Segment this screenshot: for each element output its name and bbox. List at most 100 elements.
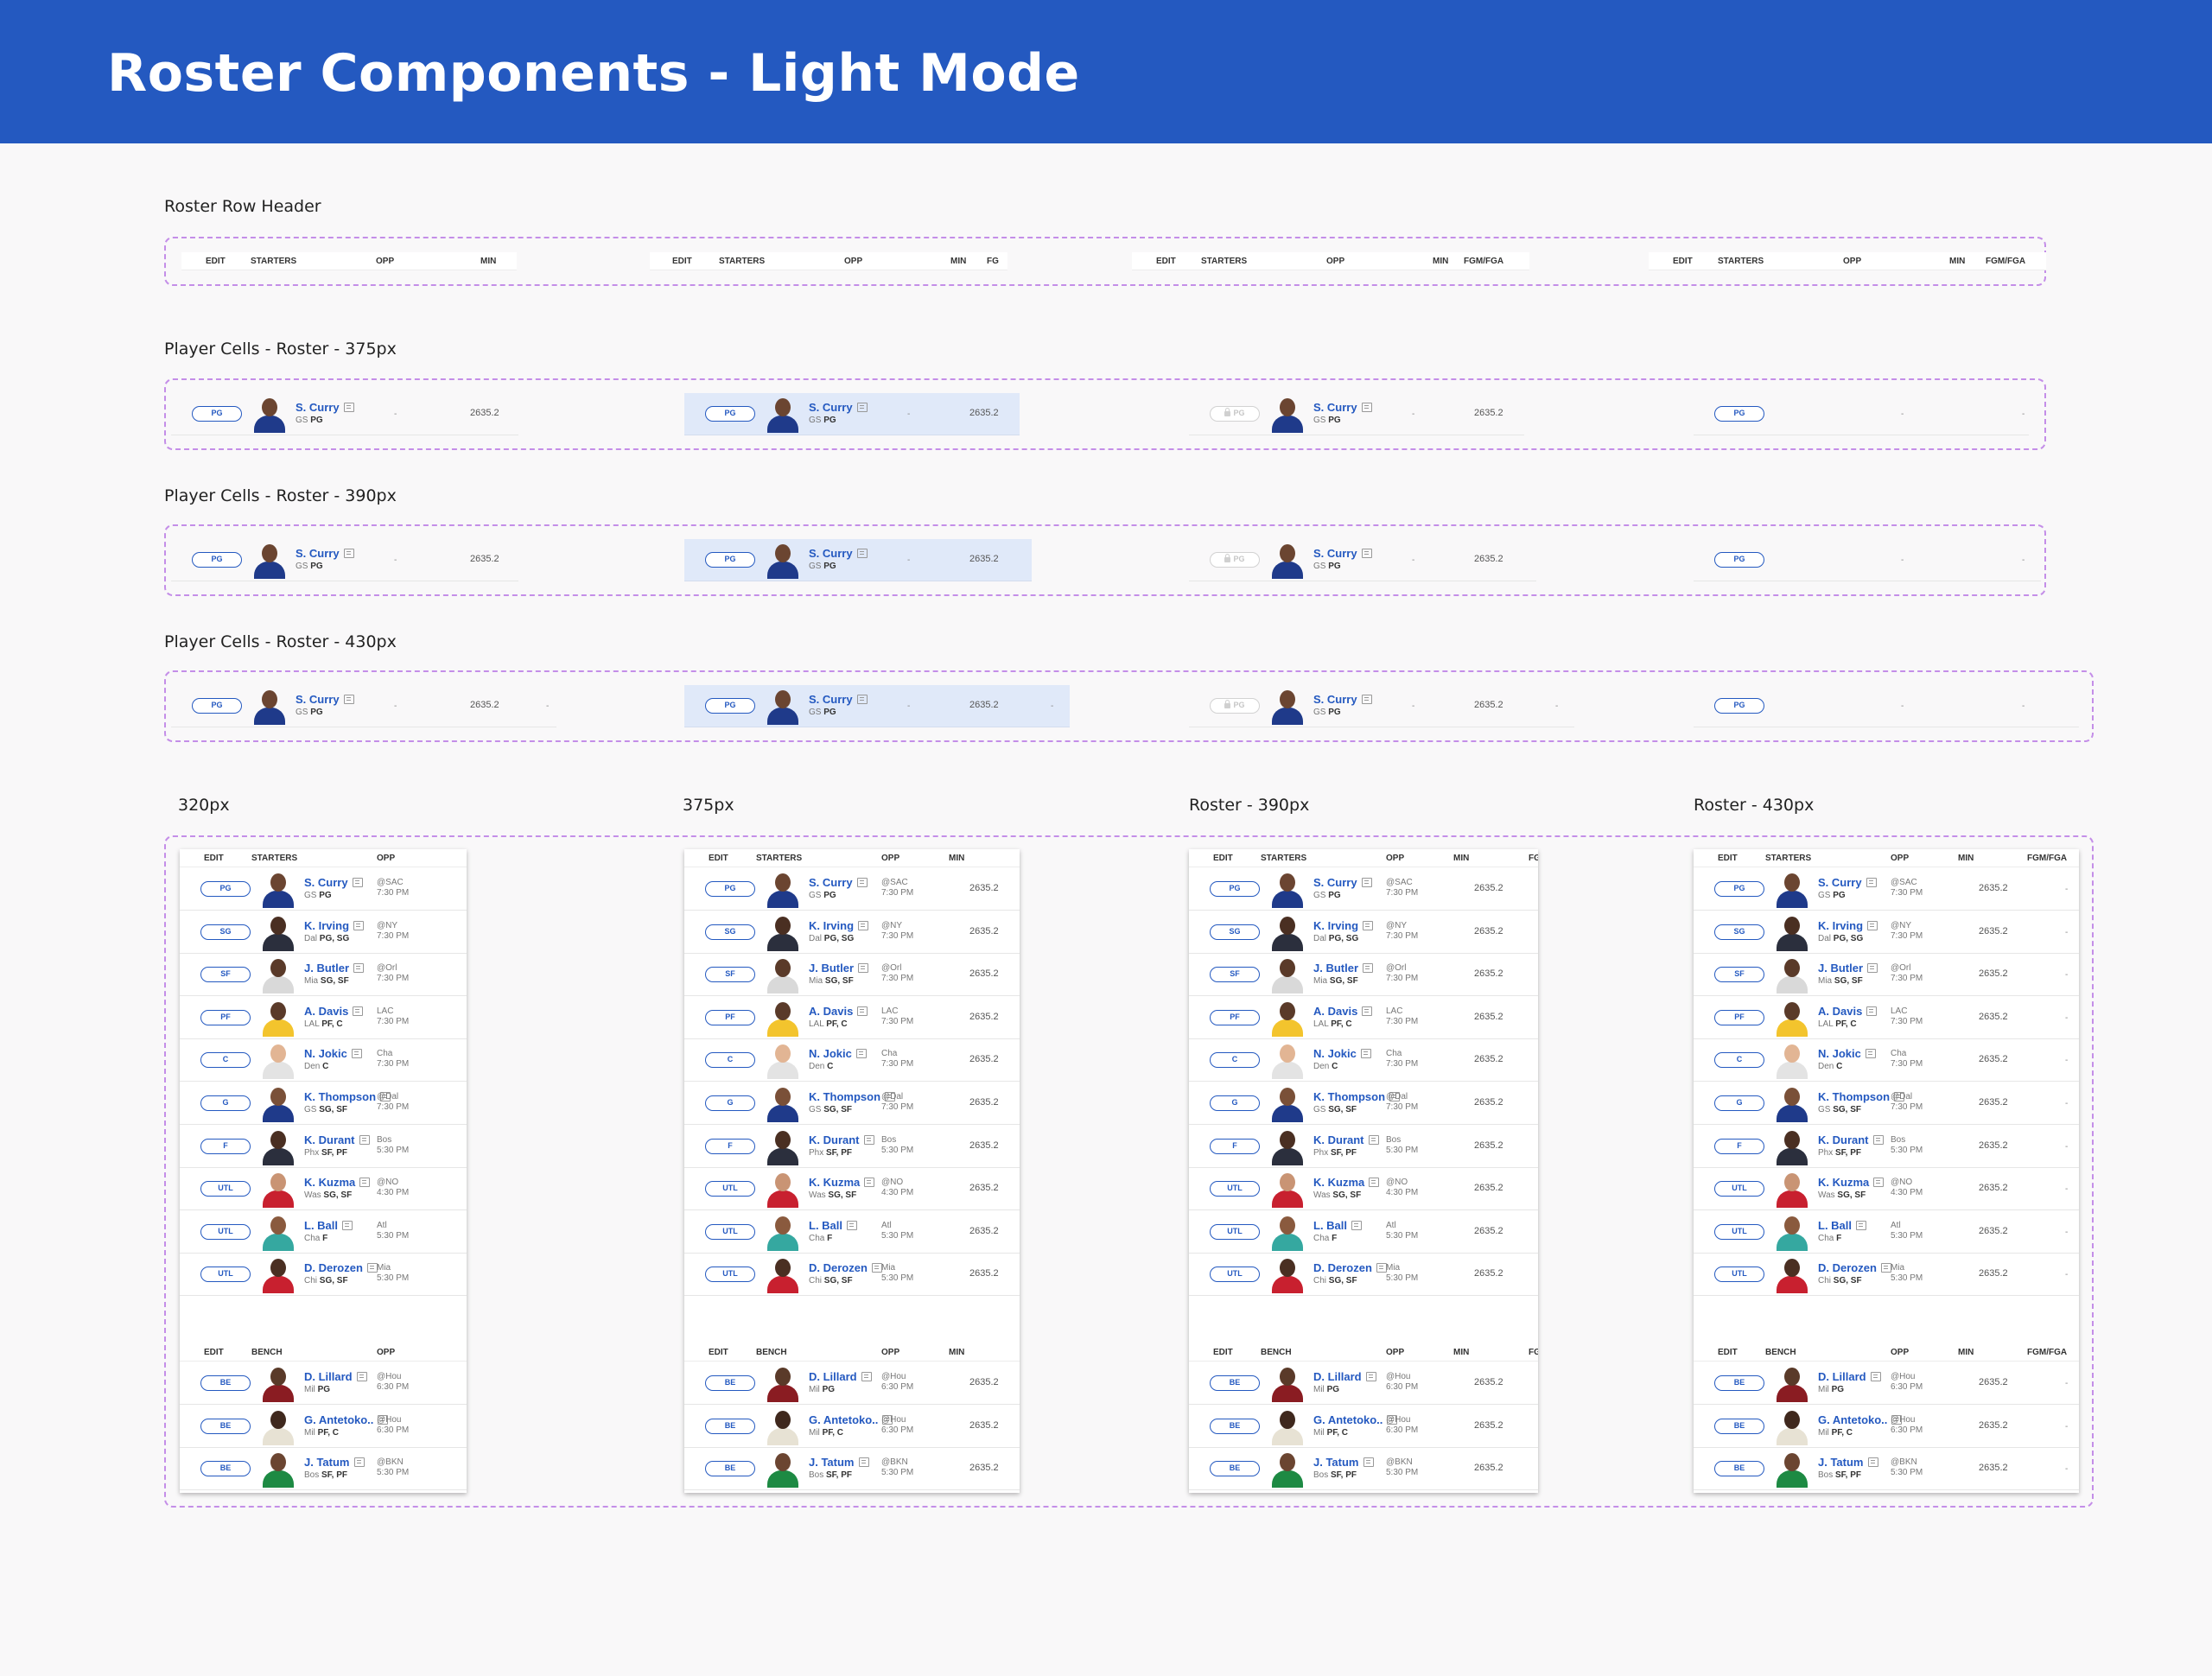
position-pill[interactable]: G — [1714, 1095, 1764, 1111]
player-row[interactable]: PF A. Davis LAL PF, C LAC 7:30 PM 2635.2 — [684, 996, 1020, 1039]
player-name-link[interactable]: L. Ball — [1313, 1219, 1363, 1232]
news-icon[interactable] — [1870, 1372, 1881, 1381]
player-row[interactable]: SF J. Butler Mia SG, SF @Orl 7:30 PM 2635.2 - — [1694, 954, 2079, 997]
player-row[interactable]: BE J. Tatum Bos SF, PF @BKN 5:30 PM 2635.2 — [1189, 1448, 1538, 1491]
news-icon[interactable] — [1376, 1263, 1387, 1273]
position-pill[interactable]: PG — [1210, 881, 1260, 897]
news-icon[interactable] — [351, 1049, 362, 1059]
news-icon[interactable] — [1360, 1049, 1371, 1059]
news-icon[interactable] — [858, 920, 869, 930]
position-pill[interactable]: PF — [200, 1009, 251, 1025]
position-pill[interactable]: F — [1714, 1138, 1764, 1154]
player-name-link[interactable]: N. Jokic — [809, 1047, 867, 1060]
position-pill[interactable]: G — [200, 1095, 251, 1111]
player-row[interactable]: UTL D. Derozen Chi SG, SF Mia 5:30 PM — [180, 1254, 467, 1297]
player-name-link[interactable]: D. Lillard — [1313, 1370, 1376, 1383]
position-pill[interactable]: C — [1714, 1052, 1764, 1069]
player-name-link[interactable]: J. Butler — [1818, 962, 1878, 974]
player-name-link[interactable]: G. Antetoko.. — [809, 1413, 893, 1426]
player-name-link[interactable]: S. Curry — [304, 876, 363, 889]
position-pill[interactable]: PG — [200, 881, 251, 897]
player-name-link[interactable]: A. Davis — [1313, 1005, 1373, 1018]
player-row[interactable]: G K. Thompson GS SG, SF @Dal 7:30 PM 2635.2 - — [1694, 1082, 2079, 1125]
player-row[interactable]: UTL K. Kuzma Was SG, SF @NO 4:30 PM 2635.2 — [684, 1168, 1020, 1211]
news-icon[interactable] — [359, 1134, 370, 1145]
position-pill[interactable]: PG — [1210, 552, 1260, 568]
player-name-link[interactable]: K. Irving — [809, 919, 869, 932]
player-row[interactable]: F K. Durant Phx SF, PF Bos 5:30 PM 2635.2 — [1189, 1125, 1538, 1168]
player-name-link[interactable]: S. Curry — [1818, 876, 1877, 889]
player-row[interactable]: G K. Thompson GS SG, SF @Dal 7:30 PM 2635.2 — [684, 1082, 1020, 1125]
player-name-link[interactable]: N. Jokic — [1313, 1047, 1371, 1060]
news-icon[interactable] — [1872, 1134, 1884, 1145]
player-name-link[interactable]: K. Kuzma — [1818, 1176, 1885, 1189]
position-pill[interactable]: PG — [1714, 406, 1764, 422]
player-name-link[interactable]: K. Irving — [1313, 919, 1374, 932]
news-icon[interactable] — [343, 403, 354, 412]
news-icon[interactable] — [885, 1092, 896, 1101]
player-name-link[interactable]: S. Curry — [809, 876, 868, 889]
player-row[interactable]: BE G. Antetoko.. Mil PF, C @Hou 6:30 PM 2635.… — [1694, 1405, 2079, 1448]
news-icon[interactable] — [366, 1263, 378, 1273]
player-name-link[interactable]: A. Davis — [809, 1005, 868, 1018]
player-row[interactable]: PG S. Curry GS PG - 2635.2 - — [171, 685, 556, 727]
player-name-link[interactable]: S. Curry — [1313, 547, 1372, 560]
player-row[interactable]: UTL D. Derozen Chi SG, SF Mia 5:30 PM 2635.2 - — [1694, 1254, 2079, 1297]
news-icon[interactable] — [380, 1092, 391, 1101]
news-icon[interactable] — [343, 695, 354, 704]
player-row[interactable]: UTL L. Ball Cha F Atl 5:30 PM 2635.2- — [1694, 1210, 2079, 1254]
position-pill[interactable]: SF — [1210, 967, 1260, 983]
news-icon[interactable] — [359, 1178, 371, 1188]
news-icon[interactable] — [1856, 1220, 1867, 1230]
position-pill[interactable]: SG — [200, 924, 251, 940]
news-icon[interactable] — [1387, 1414, 1398, 1425]
player-row[interactable]: PG S. Curry GS PG - 2635.2 — [171, 393, 518, 435]
player-name-link[interactable]: K. Durant — [809, 1133, 874, 1146]
position-pill[interactable]: PG — [1714, 552, 1764, 568]
news-icon[interactable] — [863, 1134, 874, 1145]
player-row[interactable]: PG S. Curry GS PG - 2635.2 — [684, 539, 1032, 581]
player-row[interactable]: BE G. Antetoko.. Mil PF, C @Hou 6:30 PM — [180, 1405, 467, 1448]
player-row[interactable]: UTL L. Ball Cha F Atl 5:30 PM 2635.2 — [684, 1210, 1020, 1254]
news-icon[interactable] — [1368, 1134, 1379, 1145]
player-row[interactable]: PG S. Curry GS PG - 2635.2 - — [1189, 685, 1574, 727]
position-pill[interactable]: PG — [1210, 698, 1260, 714]
player-row[interactable]: BE D. Lillard Mil PG @Hou 6:30 PM 2635.2 - — [1694, 1362, 2079, 1405]
player-row[interactable]: PF A. Davis LAL PF, C LAC 7:30 PM — [180, 996, 467, 1039]
player-name-link[interactable]: J. Butler — [304, 962, 365, 974]
news-icon[interactable] — [342, 1220, 353, 1230]
player-row[interactable]: UTL D. Derozen Chi SG, SF Mia 5:30 PM 2635.2 — [684, 1254, 1020, 1297]
position-pill[interactable]: PG — [1210, 406, 1260, 422]
player-row[interactable]: G K. Thompson GS SG, SF @Dal 7:30 PM — [180, 1082, 467, 1125]
position-pill[interactable]: UTL — [200, 1181, 251, 1197]
news-icon[interactable] — [856, 549, 868, 558]
position-pill[interactable]: F — [705, 1138, 755, 1154]
player-row[interactable]: UTL K. Kuzma Was SG, SF @NO 4:30 PM — [180, 1168, 467, 1211]
position-pill[interactable]: BE — [1714, 1375, 1764, 1391]
news-icon[interactable] — [353, 963, 365, 974]
player-row[interactable]: F K. Durant Phx SF, PF Bos 5:30 PM — [180, 1125, 467, 1168]
position-pill[interactable]: UTL — [1714, 1223, 1764, 1240]
player-row[interactable]: UTL L. Ball Cha F Atl 5:30 PM 2635.2 — [1189, 1210, 1538, 1254]
player-name-link[interactable]: K. Irving — [1818, 919, 1878, 932]
position-pill[interactable]: C — [1210, 1052, 1260, 1069]
position-pill[interactable]: PG — [192, 406, 242, 422]
player-row[interactable]: SG K. Irving Dal PG, SG @NY 7:30 PM 2635.2- — [1694, 911, 2079, 954]
news-icon[interactable] — [1361, 695, 1372, 704]
news-icon[interactable] — [858, 963, 869, 974]
position-pill[interactable]: SG — [1210, 924, 1260, 940]
player-name-link[interactable]: K. Durant — [1818, 1133, 1884, 1146]
player-row[interactable]: BE G. Antetoko.. Mil PF, C @Hou 6:30 PM 2635.… — [1189, 1405, 1538, 1448]
player-name-link[interactable]: G. Antetoko.. — [304, 1413, 389, 1426]
news-icon[interactable] — [1866, 878, 1877, 887]
player-row[interactable]: PG S. Curry GS PG - 2635.2 — [1189, 393, 1524, 435]
news-icon[interactable] — [871, 1263, 882, 1273]
player-row[interactable]: PG S. Curry GS PG - 2635.2 — [171, 539, 518, 581]
player-row[interactable]: UTL D. Derozen Chi SG, SF Mia 5:30 PM 2635.2 — [1189, 1254, 1538, 1297]
position-pill[interactable]: UTL — [200, 1267, 251, 1283]
player-row[interactable]: PG S. Curry GS PG @SAC 7:30 PM 2635.2 — [1189, 868, 1538, 911]
player-name-link[interactable]: K. Thompson — [304, 1090, 391, 1103]
player-row[interactable]: SG K. Irving Dal PG, SG @NY 7:30 PM — [180, 911, 467, 954]
news-icon[interactable] — [343, 549, 354, 558]
player-row[interactable]: SF J. Butler Mia SG, SF @Orl 7:30 PM — [180, 954, 467, 997]
